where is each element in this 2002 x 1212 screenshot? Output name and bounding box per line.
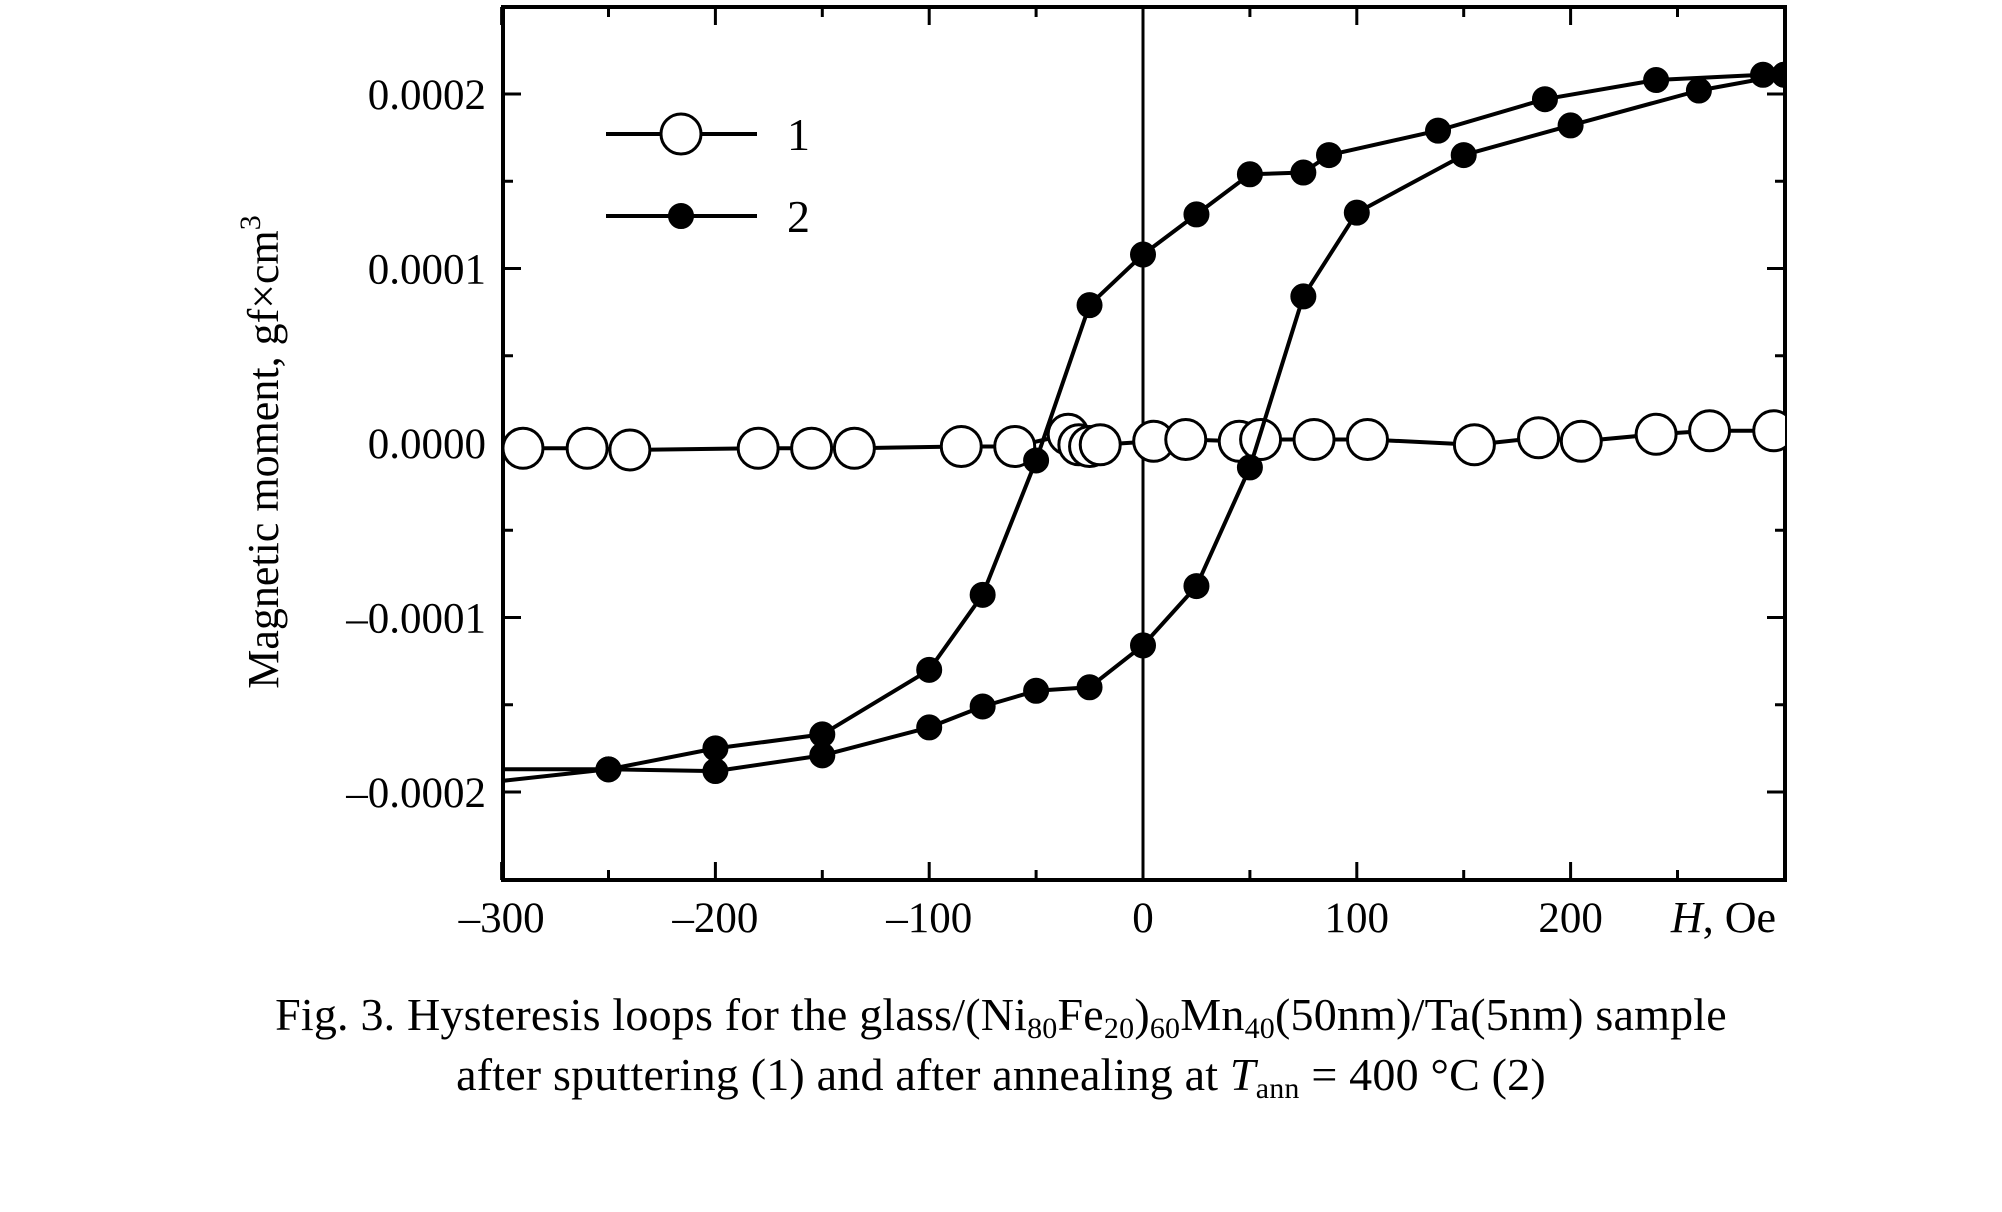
series-1-point (1078, 423, 1122, 467)
series-2-point (916, 714, 943, 741)
series-1-point (608, 428, 652, 472)
series-2-point (1130, 241, 1156, 268)
caption-fe-subscript: 20 (1103, 1012, 1135, 1045)
x-tick-label: 200 (1538, 895, 1603, 942)
series-2-point (1557, 112, 1584, 139)
series-1-point (1559, 419, 1603, 463)
series-1-point (1452, 423, 1496, 467)
series-2-point (1771, 61, 1785, 88)
caption-t-variable: T (1229, 1049, 1256, 1100)
caption-line-2: after sputtering (1) and after annealing… (0, 1045, 2002, 1105)
series-2-point (702, 735, 729, 762)
y-tick-label: –0.0002 (345, 770, 486, 817)
legend-marker (668, 203, 694, 229)
y-axis-ticks: 0.0002 0.0001 0.0000 –0.0001 –0.0002 (345, 72, 1785, 817)
series-2 (503, 61, 1785, 785)
series-1-point (565, 426, 609, 470)
series-2-point (1236, 161, 1263, 188)
series-2-point (1023, 447, 1050, 474)
series-2-point (1316, 142, 1343, 169)
series-2-point (969, 693, 996, 720)
x-tick-label: 100 (1325, 895, 1390, 942)
series-2-point (595, 756, 622, 783)
legend-item-1: 1 (606, 109, 810, 160)
series-2-point (1290, 159, 1317, 186)
series-1-point (736, 426, 780, 470)
caption-t-subscript: ann (1255, 1072, 1300, 1105)
legend-label: 2 (787, 191, 810, 242)
legend: 12 (606, 109, 810, 242)
series-2-point (1531, 86, 1558, 113)
series-2-point (1343, 199, 1370, 226)
y-axis-title-text: Magnetic moment, gf×cm (239, 230, 288, 689)
series-1-point (790, 426, 834, 470)
series-1-point (1292, 418, 1336, 462)
caption-group-subscript: 60 (1149, 1012, 1181, 1045)
figure-caption: Fig. 3. Hysteresis loops for the glass/(… (0, 985, 2002, 1105)
series-1-point (1634, 412, 1678, 456)
x-tick-label: 0 (1132, 895, 1154, 942)
x-axis-title: H, Oe (1670, 893, 1776, 942)
caption-mn-subscript: 40 (1244, 1012, 1275, 1045)
x-axis-title-unit: , Oe (1703, 893, 1776, 942)
caption-fe-text: Fe (1057, 989, 1104, 1040)
caption-line2-prefix: after sputtering (1) and after annealing… (456, 1049, 1230, 1100)
series-1-point (1752, 409, 1785, 453)
hysteresis-chart: –300 –200 –100 0 100 200 0.0002 0.0001 0.0000 –0… (234, 5, 1787, 942)
data-series (503, 61, 1785, 785)
series-2-point (1425, 117, 1452, 144)
x-axis-ticks: –300 –200 –100 0 100 200 (458, 7, 1679, 942)
caption-line-1: Fig. 3. Hysteresis loops for the glass/(… (0, 985, 2002, 1045)
series-1-point (1517, 416, 1561, 460)
legend-marker (659, 112, 703, 156)
caption-paren-close: ) (1134, 989, 1150, 1040)
series-1-point (1164, 418, 1208, 462)
series-2-point (702, 758, 729, 785)
series-2-point (1076, 292, 1103, 319)
x-tick-label: –100 (885, 895, 972, 942)
caption-mn-text: Mn (1180, 989, 1245, 1040)
series-1-point (503, 426, 545, 470)
y-tick-label: –0.0001 (345, 596, 486, 643)
series-2-point (1130, 632, 1156, 659)
series-2-point (1183, 573, 1210, 600)
y-tick-label: 0.0002 (368, 72, 486, 119)
series-2-point (969, 581, 996, 608)
series-2-point (1450, 142, 1477, 169)
series-2-point (1076, 674, 1103, 701)
caption-line2-suffix: = 400 °C (2) (1299, 1049, 1546, 1100)
series-2-point (1290, 283, 1317, 310)
series-1-point (939, 424, 983, 468)
series-1 (503, 409, 1785, 472)
series-2-point (916, 656, 943, 683)
series-2-point (1236, 454, 1263, 481)
x-tick-label: –200 (671, 895, 758, 942)
series-2-point (1183, 201, 1210, 228)
x-tick-label: –300 (458, 895, 545, 942)
caption-ni-subscript: 80 (1027, 1012, 1058, 1045)
caption-line1-suffix: (50nm)/Ta(5nm) sample (1274, 989, 1727, 1040)
x-axis-title-var: H (1670, 893, 1705, 942)
series-2-point (1685, 77, 1712, 104)
y-tick-label: 0.0000 (368, 421, 486, 468)
series-2-point (1023, 677, 1050, 704)
y-tick-label: 0.0001 (368, 247, 486, 294)
y-axis-title-sup: 3 (234, 215, 267, 230)
series-1-point (832, 426, 876, 470)
y-axis-title: Magnetic moment, gf×cm3 (234, 215, 288, 689)
caption-line1-prefix: Fig. 3. Hysteresis loops for the glass/(… (275, 989, 1028, 1040)
series-2-point (809, 742, 836, 769)
series-1-point (1688, 409, 1732, 453)
series-2-point (1643, 67, 1670, 94)
legend-label: 1 (787, 109, 810, 160)
series-1-point (1345, 418, 1389, 462)
legend-item-2: 2 (606, 191, 810, 242)
